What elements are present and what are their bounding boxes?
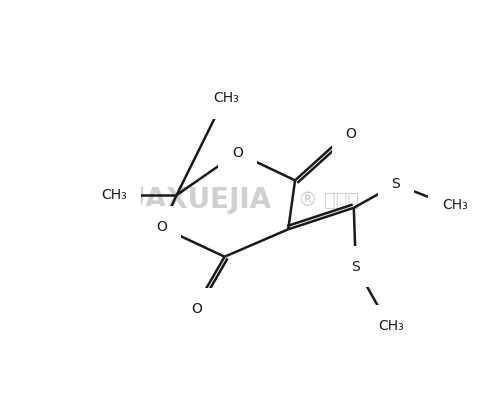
Text: ® 化学加: ® 化学加 (298, 190, 359, 209)
Text: CH₃: CH₃ (214, 91, 239, 105)
Text: O: O (157, 220, 167, 234)
Text: CH₃: CH₃ (101, 188, 127, 202)
Text: CH₃: CH₃ (442, 198, 468, 212)
Text: S: S (351, 260, 360, 273)
Text: HUAXUEJIA: HUAXUEJIA (101, 186, 272, 214)
Text: O: O (345, 127, 356, 141)
Text: O: O (232, 146, 243, 160)
Text: S: S (392, 177, 400, 191)
Text: O: O (191, 302, 202, 316)
Text: CH₃: CH₃ (378, 319, 404, 333)
